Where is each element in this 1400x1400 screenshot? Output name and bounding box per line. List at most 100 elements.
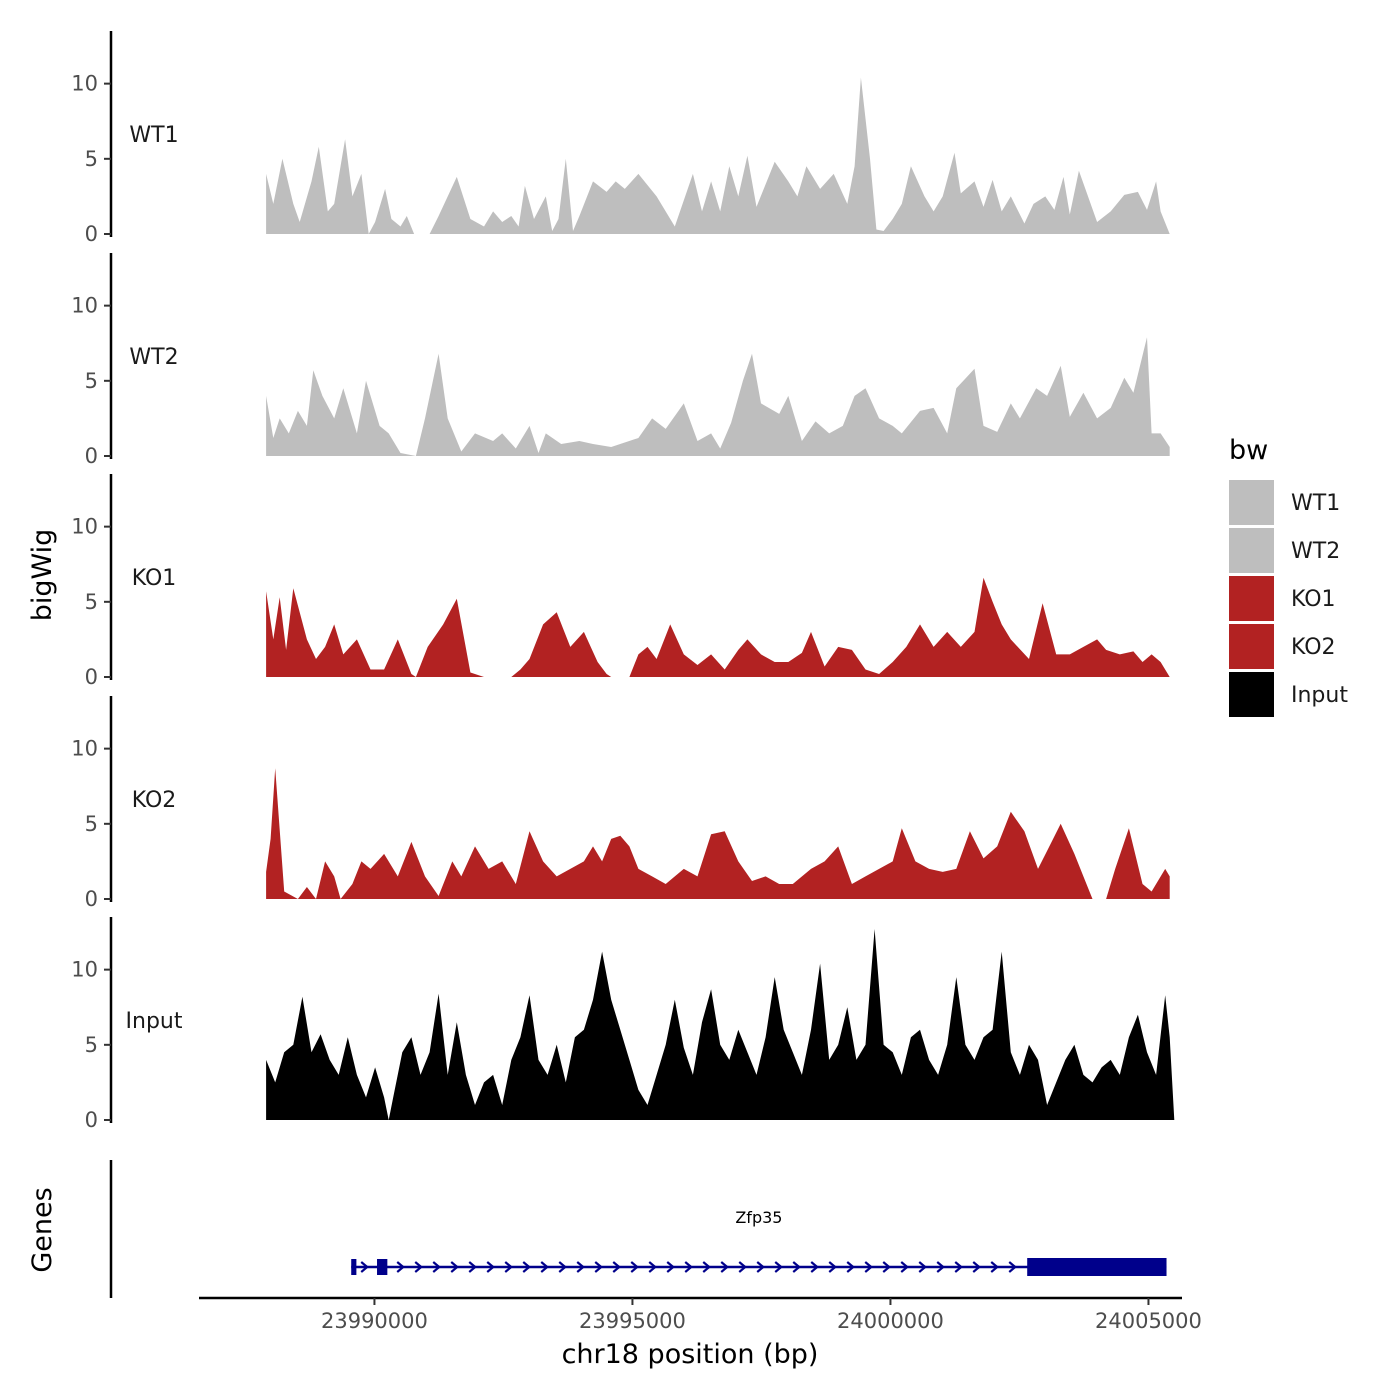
strand-arrow bbox=[900, 1261, 909, 1273]
y-tick-label: 5 bbox=[85, 812, 98, 836]
y-tick-label: 10 bbox=[71, 958, 98, 982]
coverage-area-wt1 bbox=[266, 77, 1170, 234]
strand-arrow bbox=[486, 1261, 495, 1273]
strand-arrow bbox=[684, 1261, 693, 1273]
y-axis-title: bigWig bbox=[27, 529, 58, 622]
y-tick-label: 5 bbox=[85, 590, 98, 614]
strand-arrow bbox=[756, 1261, 765, 1273]
track-panel-wt1: 0 5 10 WT1 bbox=[71, 31, 1170, 246]
y-tick-label: 0 bbox=[85, 887, 98, 911]
strand-arrow bbox=[774, 1261, 783, 1273]
gene-exon bbox=[377, 1259, 388, 1275]
legend-label: WT1 bbox=[1291, 491, 1340, 516]
x-tick-label: 24005000 bbox=[1095, 1309, 1202, 1333]
strand-arrow bbox=[468, 1261, 477, 1273]
track-panel-wt2: 0 5 10 WT2 bbox=[71, 253, 1170, 468]
legend-label: Input bbox=[1291, 683, 1348, 708]
legend-title: bw bbox=[1229, 435, 1268, 466]
strand-arrow bbox=[540, 1261, 549, 1273]
legend: bw WT1 WT2 KO1 KO2 Input bbox=[1229, 435, 1348, 717]
y-tick-label: 10 bbox=[71, 515, 98, 539]
gene-exon bbox=[1027, 1258, 1167, 1276]
strand-arrow bbox=[936, 1261, 945, 1273]
strand-arrow bbox=[666, 1261, 675, 1273]
x-tick-label: 24000000 bbox=[837, 1309, 944, 1333]
strand-arrow bbox=[738, 1261, 747, 1273]
coverage-area-ko2 bbox=[266, 768, 1170, 899]
strand-arrow bbox=[990, 1261, 999, 1273]
legend-item-input: Input bbox=[1229, 672, 1348, 717]
strand-arrow bbox=[720, 1261, 729, 1273]
track-label-ko2: KO2 bbox=[132, 788, 177, 813]
strand-arrow bbox=[504, 1261, 513, 1273]
legend-items: WT1 WT2 KO1 KO2 Input bbox=[1229, 480, 1348, 717]
strand-arrow bbox=[810, 1261, 819, 1273]
legend-item-ko2: KO2 bbox=[1229, 624, 1336, 669]
gene-model-zfp35 bbox=[351, 1258, 1167, 1276]
strand-arrow bbox=[792, 1261, 801, 1273]
track-panel-ko2: 0 5 10 KO2 bbox=[71, 696, 1170, 911]
track-panel-input: 0 5 10 Input bbox=[71, 917, 1175, 1132]
strand-arrow bbox=[522, 1261, 531, 1273]
coverage-area-ko1 bbox=[266, 577, 1170, 677]
y-tick-label: 0 bbox=[85, 1108, 98, 1132]
y-tick-label: 10 bbox=[71, 294, 98, 318]
y-tick-label: 10 bbox=[71, 737, 98, 761]
strand-arrow bbox=[846, 1261, 855, 1273]
gene-name-label: Zfp35 bbox=[735, 1208, 782, 1227]
track-label-input: Input bbox=[126, 1009, 183, 1034]
strand-arrow bbox=[882, 1261, 891, 1273]
x-axis-title: chr18 position (bp) bbox=[562, 1339, 819, 1370]
strand-arrow bbox=[864, 1261, 873, 1273]
track-label-wt1: WT1 bbox=[129, 123, 178, 148]
y-tick-label: 0 bbox=[85, 222, 98, 246]
strand-arrow bbox=[432, 1261, 441, 1273]
y-tick-label: 5 bbox=[85, 1033, 98, 1057]
strand-arrow bbox=[594, 1261, 603, 1273]
coverage-area-wt2 bbox=[266, 337, 1170, 456]
legend-swatch bbox=[1229, 528, 1274, 573]
x-axis: 23990000 23995000 24000000 24005000 chr18 p… bbox=[199, 1296, 1202, 1370]
track-panels: 0 5 10 WT1 0 5 10 WT2 0 5 10 KO1 0 5 10 KO2 0 5 10 Input bbox=[71, 31, 1175, 1132]
legend-label: KO1 bbox=[1291, 587, 1336, 612]
x-tick-label: 23990000 bbox=[321, 1309, 428, 1333]
y-tick-label: 0 bbox=[85, 665, 98, 689]
x-axis-ticks: 23990000 23995000 24000000 24005000 bbox=[321, 1298, 1202, 1333]
track-label-ko1: KO1 bbox=[132, 566, 177, 591]
strand-arrow bbox=[414, 1261, 423, 1273]
track-panel-ko1: 0 5 10 KO1 bbox=[71, 474, 1170, 689]
strand-arrow bbox=[648, 1261, 657, 1273]
legend-item-ko1: KO1 bbox=[1229, 576, 1336, 621]
strand-arrow bbox=[630, 1261, 639, 1273]
legend-item-wt2: WT2 bbox=[1229, 528, 1340, 573]
y-tick-label: 0 bbox=[85, 444, 98, 468]
track-label-wt2: WT2 bbox=[129, 345, 178, 370]
legend-swatch bbox=[1229, 480, 1274, 525]
strand-arrow bbox=[396, 1261, 405, 1273]
legend-swatch bbox=[1229, 672, 1274, 717]
strand-arrow bbox=[1008, 1261, 1017, 1273]
genes-axis-title: Genes bbox=[27, 1187, 58, 1272]
strand-arrow bbox=[828, 1261, 837, 1273]
legend-label: KO2 bbox=[1291, 635, 1336, 660]
strand-arrow bbox=[972, 1261, 981, 1273]
strand-arrow bbox=[918, 1261, 927, 1273]
strand-arrow bbox=[450, 1261, 459, 1273]
strand-arrow bbox=[558, 1261, 567, 1273]
strand-arrow bbox=[360, 1261, 369, 1273]
gene-exon bbox=[351, 1259, 357, 1275]
legend-swatch bbox=[1229, 624, 1274, 669]
y-tick-label: 5 bbox=[85, 147, 98, 171]
strand-arrow bbox=[702, 1261, 711, 1273]
gene-track: Genes Zfp35 bbox=[27, 1160, 1167, 1298]
strand-arrow bbox=[954, 1261, 963, 1273]
legend-label: WT2 bbox=[1291, 539, 1340, 564]
legend-swatch bbox=[1229, 576, 1274, 621]
y-tick-label: 10 bbox=[71, 72, 98, 96]
y-tick-label: 5 bbox=[85, 369, 98, 393]
x-tick-label: 23995000 bbox=[579, 1309, 686, 1333]
legend-item-wt1: WT1 bbox=[1229, 480, 1340, 525]
strand-arrow bbox=[576, 1261, 585, 1273]
strand-arrow bbox=[612, 1261, 621, 1273]
